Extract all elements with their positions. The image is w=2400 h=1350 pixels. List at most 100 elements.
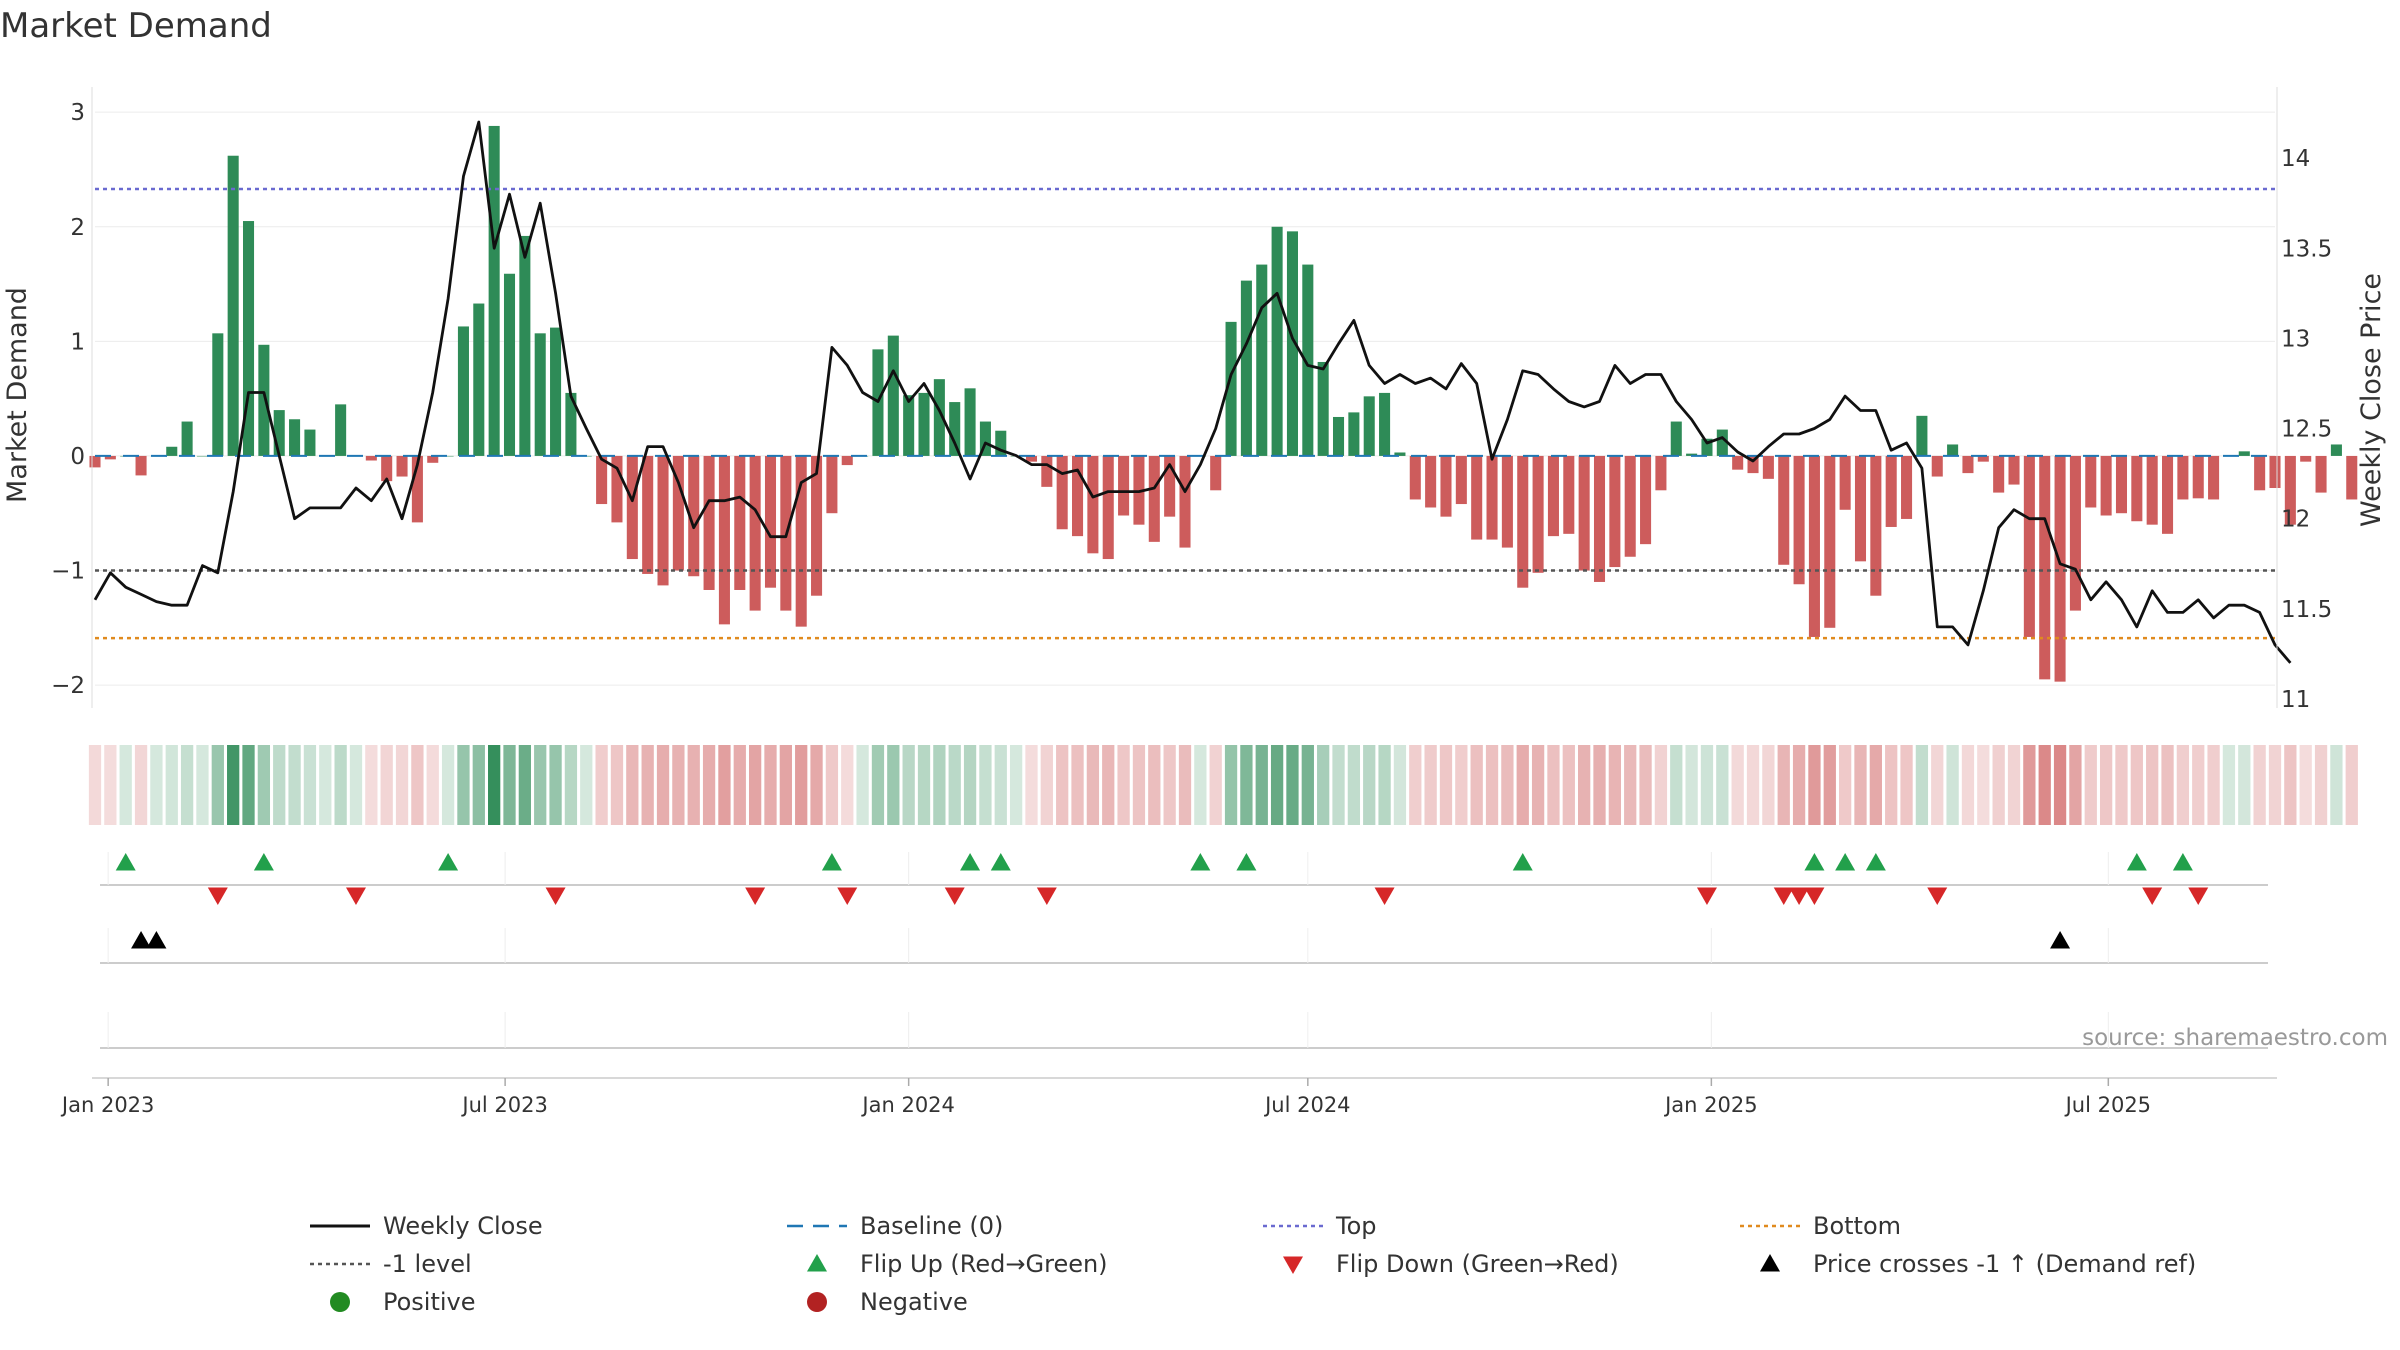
demand-bar-negative <box>1747 455 1759 474</box>
heat-cell <box>1777 745 1790 825</box>
heat-cell <box>488 745 501 825</box>
heat-cell <box>349 745 363 825</box>
demand-bar-negative <box>1102 455 1114 560</box>
heat-cell <box>1501 745 1514 825</box>
demand-bar-negative <box>1901 455 1913 519</box>
weekly-close-line-layer <box>93 120 2292 664</box>
demand-bar-negative <box>2315 455 2327 493</box>
heat-cell <box>395 745 409 825</box>
legend-label: Price crosses -1 ↑ (Demand ref) <box>1813 1250 2196 1278</box>
heat-cell <box>702 745 716 825</box>
heat-cell <box>1163 745 1176 825</box>
heat-cell <box>104 745 117 825</box>
legend-label: Baseline (0) <box>860 1212 1003 1240</box>
flip-down-marker <box>1773 887 1794 905</box>
heat-cell <box>2146 745 2159 825</box>
demand-bar-negative <box>89 455 101 468</box>
demand-bar-positive <box>1916 415 1928 456</box>
heat-cell <box>1439 745 1453 825</box>
flip-up-marker <box>1190 853 1211 871</box>
legend-swatch-triangle-up <box>1760 1254 1780 1272</box>
heat-cell <box>1731 745 1744 825</box>
x-axis: Jan 2023 Jul 2023 Jan 2024 Jul 2024 Jan 2025… <box>60 1077 2277 1117</box>
heat-cell <box>1224 745 1238 825</box>
demand-bar-positive <box>995 430 1007 456</box>
demand-bar-negative <box>764 455 777 588</box>
demand-bar-negative <box>135 455 147 476</box>
heat-cell <box>1148 745 1161 825</box>
heat-cell <box>656 745 670 825</box>
demand-bar-negative <box>1609 455 1621 568</box>
price-cross-marker <box>146 931 167 949</box>
demand-bar-negative <box>2177 455 2189 500</box>
heat-cell <box>1992 745 2005 825</box>
heat-cell <box>288 745 301 825</box>
demand-bar-positive <box>289 419 301 456</box>
heat-cell <box>1531 745 1545 825</box>
demand-bar-negative <box>2162 455 2174 534</box>
heat-cell <box>1961 745 1975 825</box>
flip-up-marker <box>1835 853 1856 871</box>
demand-bar-negative <box>841 455 853 466</box>
demand-bar-negative <box>2269 455 2281 489</box>
flip-down-marker <box>1036 887 1057 905</box>
heat-cell <box>2192 745 2205 825</box>
demand-bar-positive <box>258 344 270 456</box>
heat-cell <box>119 745 132 825</box>
legend: Weekly Close Baseline (0) Top Bottom -1 leve… <box>310 1212 2196 1316</box>
heat-cell <box>933 745 946 825</box>
legend-label: Flip Down (Green→Red) <box>1336 1250 1619 1278</box>
heat-cell <box>1700 745 1714 825</box>
demand-bar-positive <box>1947 444 1959 456</box>
demand-bar-negative <box>1455 455 1467 505</box>
flip-up-marker <box>1865 853 1886 871</box>
demand-bar-positive <box>1394 452 1406 456</box>
flip-up-marker <box>821 853 842 871</box>
demand-bar-negative <box>1962 455 1974 474</box>
flip-up-marker <box>438 853 459 871</box>
heat-cell <box>871 745 885 825</box>
y-tick-label: 2 <box>70 215 85 241</box>
demand-bar-negative <box>1839 455 1851 510</box>
legend-swatch-triangle-up <box>807 1254 827 1272</box>
demand-bar-negative <box>1179 455 1191 548</box>
demand-bar-positive <box>1286 231 1298 456</box>
heat-cell <box>1332 745 1345 825</box>
heat-cell <box>257 745 271 825</box>
demand-bar-negative <box>2346 455 2358 500</box>
demand-bar-negative <box>411 455 423 523</box>
flip-up-marker <box>253 853 274 871</box>
heat-cell <box>764 745 777 825</box>
demand-bar-negative <box>2300 455 2312 462</box>
demand-bar-negative <box>1824 455 1836 628</box>
heat-cell <box>626 745 639 825</box>
demand-bar-negative <box>1025 455 1038 462</box>
flip-down-marker <box>1804 887 1825 905</box>
demand-bar-positive <box>933 379 945 456</box>
heat-cell <box>749 745 762 825</box>
demand-bar-negative <box>1655 455 1667 491</box>
heat-cell <box>1639 745 1652 825</box>
heat-cell <box>2130 745 2143 825</box>
legend-swatch-circle <box>807 1292 827 1312</box>
heat-cell <box>1286 745 1299 825</box>
heat-cell <box>687 745 700 825</box>
heat-cell <box>1102 745 1115 825</box>
legend-label: Top <box>1335 1212 1377 1240</box>
demand-bar-negative <box>1778 455 1790 565</box>
heat-cell <box>887 745 900 825</box>
heat-cell <box>1455 745 1468 825</box>
demand-bar-positive <box>1716 429 1728 456</box>
heat-cell <box>902 745 915 825</box>
demand-bar-negative <box>672 455 684 571</box>
demand-bar-negative <box>1118 455 1130 516</box>
demand-bar-negative <box>1547 455 1559 537</box>
heat-cell <box>2330 745 2343 825</box>
demand-bar-positive <box>2330 444 2342 456</box>
heat-cell <box>1117 745 1130 825</box>
demand-bar-positive <box>273 410 285 456</box>
demand-bar-negative <box>2131 455 2143 522</box>
heat-cell <box>979 745 992 825</box>
y2-tick-label: 12.5 <box>2281 417 2332 443</box>
